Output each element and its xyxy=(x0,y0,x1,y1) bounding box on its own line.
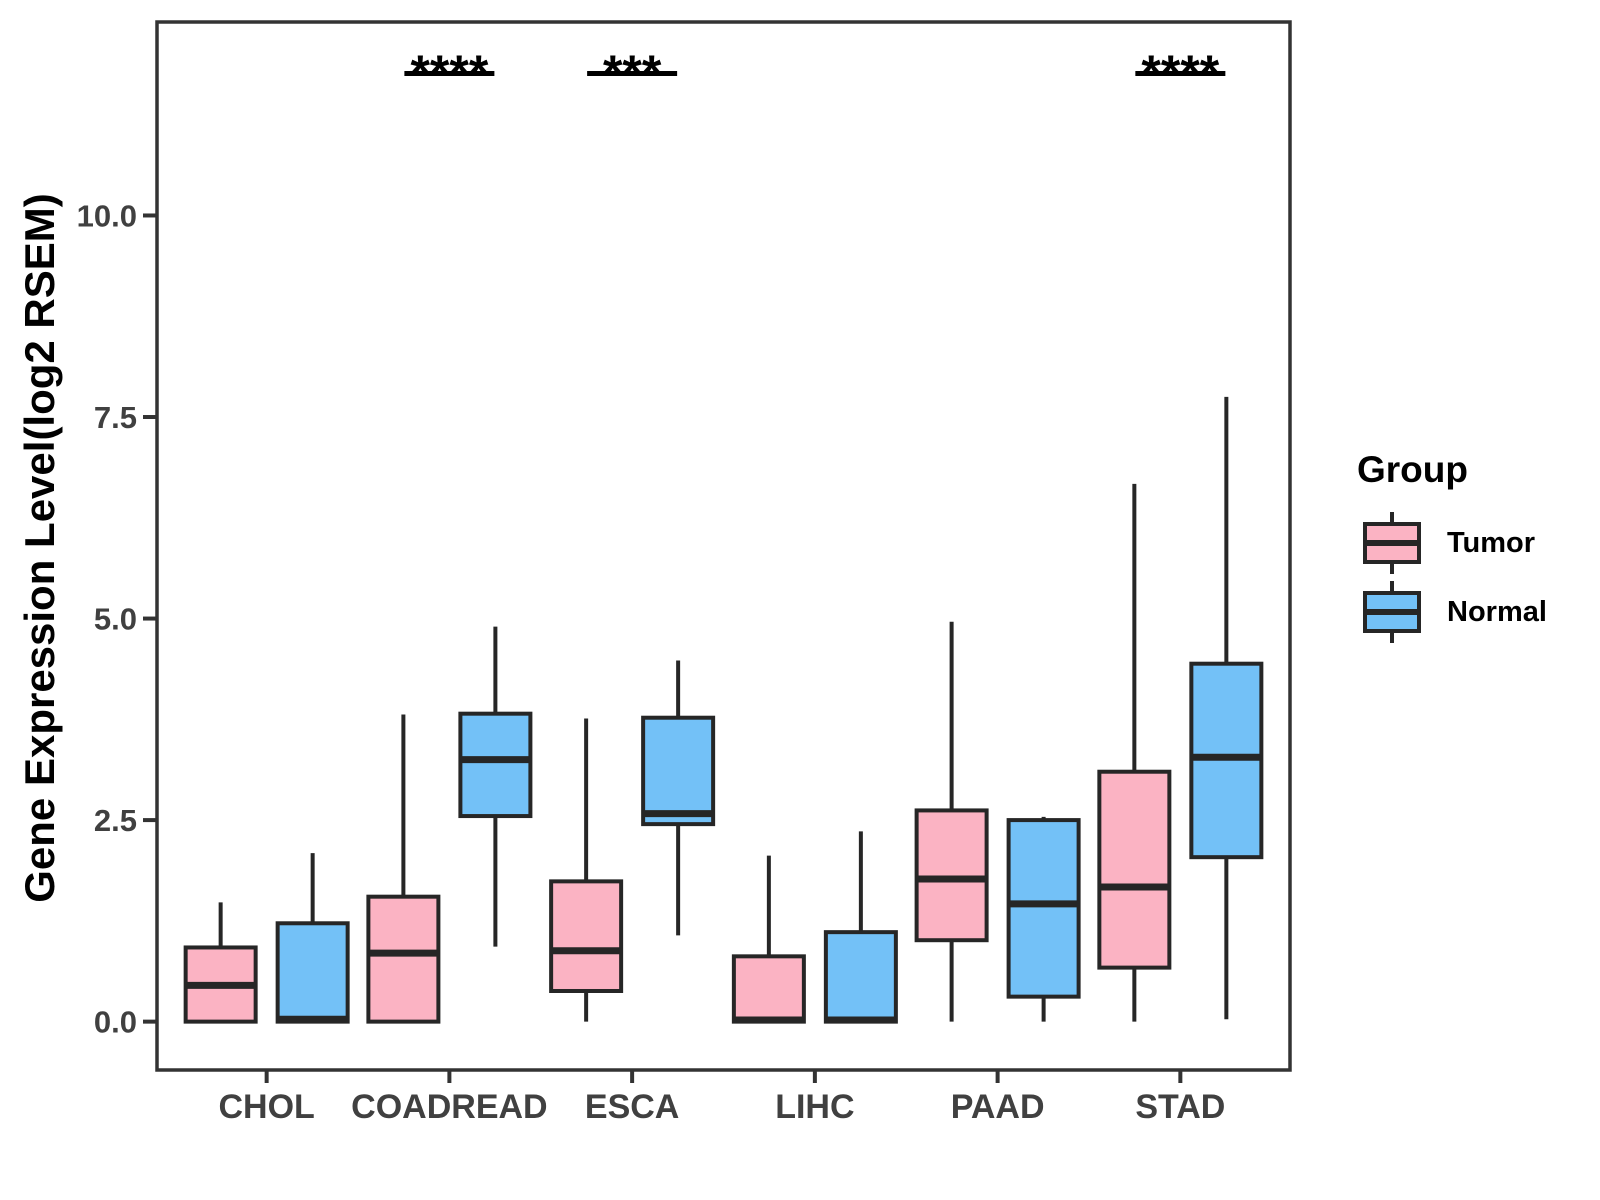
legend-label-tumor: Tumor xyxy=(1447,527,1536,559)
box-coadread-normal xyxy=(458,711,533,819)
box-coadread-tumor xyxy=(366,894,441,1024)
box-lihc-tumor xyxy=(731,954,806,1024)
significance-underline-coadread xyxy=(404,71,495,76)
x-tick-label-lihc: LIHC xyxy=(775,1088,854,1126)
box-stad-tumor xyxy=(1097,769,1172,970)
box-lihc-normal xyxy=(823,930,898,1024)
significance-underline-stad xyxy=(1135,71,1226,76)
y-axis-title: Gene Expression Level(log2 RSEM) xyxy=(16,193,63,903)
y-tick-label: 0.0 xyxy=(94,1005,137,1040)
y-tick-label: 2.5 xyxy=(94,803,137,838)
legend-title: Group xyxy=(1357,449,1468,490)
x-tick-label-paad: PAAD xyxy=(951,1088,1045,1126)
box-paad-tumor xyxy=(914,808,989,943)
box-esca-tumor xyxy=(549,879,624,993)
x-tick-label-esca: ESCA xyxy=(585,1088,679,1126)
box-paad-normal xyxy=(1006,818,1081,999)
x-tick-label-chol: CHOL xyxy=(218,1088,314,1126)
x-tick-label-coadread: COADREAD xyxy=(351,1088,547,1126)
y-tick-label: 5.0 xyxy=(94,602,137,637)
plot-panel-border xyxy=(155,20,1292,1072)
x-tick-label-stad: STAD xyxy=(1135,1088,1225,1126)
y-tick-label: 10.0 xyxy=(77,198,137,233)
box-esca-normal xyxy=(641,715,716,827)
box-chol-normal xyxy=(275,921,350,1024)
significance-underline-esca xyxy=(587,71,678,76)
y-tick-label: 7.5 xyxy=(94,400,137,435)
legend-label-normal: Normal xyxy=(1447,596,1547,628)
